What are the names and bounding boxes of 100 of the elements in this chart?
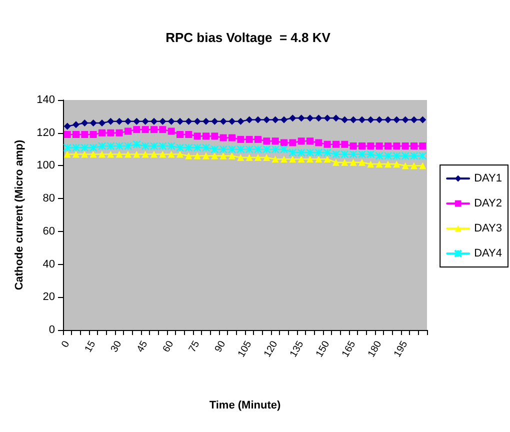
point: [63, 144, 72, 152]
point: [237, 136, 244, 143]
point: [106, 142, 115, 150]
point: [98, 142, 106, 150]
point: [168, 118, 175, 125]
point: [90, 150, 97, 158]
point: [107, 118, 114, 125]
point: [419, 116, 426, 124]
y-tick-label: 20: [42, 291, 55, 304]
point: [211, 118, 218, 125]
x-tick-label: 60: [161, 338, 176, 354]
point: [159, 126, 166, 134]
x-tick-label: 105: [236, 338, 254, 360]
point: [306, 114, 314, 122]
point: [410, 152, 418, 160]
point: [350, 142, 357, 150]
point: [159, 118, 166, 125]
point: [410, 142, 418, 150]
point: [116, 150, 123, 158]
point: [133, 126, 140, 134]
point: [272, 116, 279, 124]
point: [228, 118, 236, 125]
point: [272, 156, 279, 163]
point: [194, 152, 201, 160]
point: [64, 131, 71, 138]
point: [306, 138, 314, 145]
point: [176, 118, 184, 125]
point: [202, 144, 210, 152]
point: [324, 114, 331, 122]
point: [116, 118, 123, 125]
point: [158, 142, 167, 150]
point: [340, 150, 349, 158]
point: [168, 128, 175, 135]
point: [133, 118, 140, 125]
point: [194, 132, 201, 140]
point: [98, 120, 106, 126]
x-tick-label: 195: [392, 338, 410, 360]
point: [358, 158, 366, 166]
legend-label: DAY4: [474, 248, 502, 260]
point: [89, 144, 98, 152]
point: [263, 154, 270, 161]
point: [185, 118, 192, 125]
point: [72, 144, 80, 152]
point: [150, 118, 158, 125]
point: [314, 148, 323, 157]
point: [298, 114, 305, 122]
point: [306, 156, 314, 163]
point: [124, 128, 132, 135]
point: [315, 156, 322, 163]
point: [64, 122, 71, 130]
point: [150, 126, 158, 134]
point: [90, 120, 97, 126]
point: [393, 160, 400, 168]
point: [184, 144, 193, 152]
point: [367, 116, 374, 124]
x-tick-label: 150: [314, 338, 332, 360]
point: [185, 152, 192, 160]
point: [297, 148, 306, 157]
y-tick-label: 120: [36, 126, 55, 139]
point: [236, 145, 245, 154]
point: [410, 116, 418, 124]
point: [228, 145, 236, 154]
point: [263, 138, 270, 145]
point: [393, 116, 400, 124]
point: [90, 131, 97, 138]
point: [289, 114, 296, 122]
legend-label: DAY2: [474, 198, 502, 210]
point: [393, 142, 400, 150]
point: [246, 154, 253, 161]
x-tick-label: 45: [135, 338, 150, 354]
point: [141, 142, 150, 150]
point: [98, 129, 106, 136]
point: [366, 150, 375, 158]
point: [288, 148, 297, 157]
point: [72, 150, 80, 158]
point: [246, 116, 253, 124]
point: [168, 150, 175, 158]
point: [402, 142, 409, 150]
y-tick-label: 100: [36, 160, 55, 172]
point: [142, 118, 149, 125]
point: [358, 142, 366, 150]
y-tick-label: 0: [48, 324, 55, 336]
point: [142, 126, 149, 134]
point: [167, 142, 176, 150]
x-tick-label: 15: [83, 338, 98, 354]
point: [254, 136, 262, 143]
point: [64, 150, 71, 158]
point: [358, 116, 366, 124]
point: [262, 145, 271, 154]
x-tick-label: 30: [109, 338, 124, 354]
point: [323, 148, 332, 157]
point: [193, 144, 202, 152]
point: [211, 152, 218, 160]
point: [402, 162, 409, 170]
point: [349, 150, 358, 158]
point: [246, 136, 253, 143]
point: [220, 152, 227, 160]
point: [350, 116, 357, 124]
point: [81, 150, 88, 158]
y-tick-label: 140: [36, 94, 55, 106]
